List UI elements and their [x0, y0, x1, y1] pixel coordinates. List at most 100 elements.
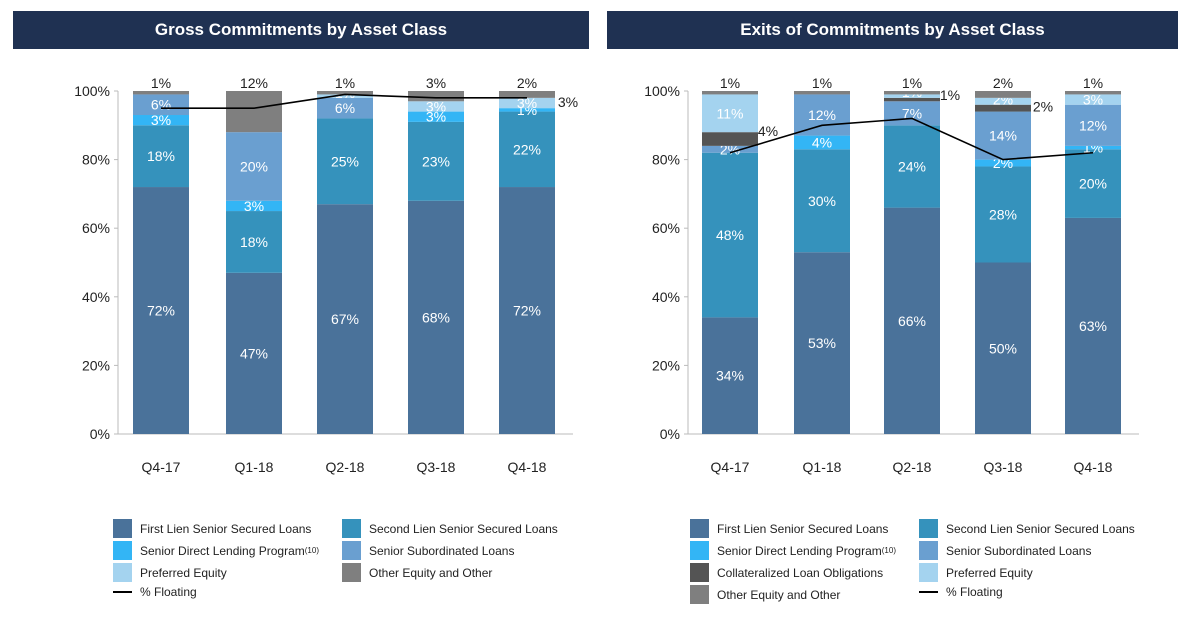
bar-segment	[702, 132, 758, 146]
legend-label: Senior Subordinated Loans	[369, 543, 515, 558]
data-label: 6%	[335, 100, 355, 116]
legend-label: Preferred Equity	[140, 565, 227, 580]
data-label: 3%	[1083, 92, 1103, 108]
bar-segment	[408, 121, 464, 201]
bar-segment	[499, 187, 555, 434]
floating-line	[161, 93, 527, 109]
legend-swatch	[113, 563, 132, 582]
bar-segment	[226, 211, 282, 273]
legend-item: % Floating	[113, 585, 197, 599]
y-tick-label: 0%	[660, 426, 680, 442]
legend-swatch	[342, 541, 361, 560]
legend-label: Other Equity and Other	[717, 587, 841, 602]
y-tick-label: 40%	[652, 289, 680, 305]
legend-swatch	[342, 519, 361, 538]
legend-label: First Lien Senior Secured Loans	[140, 521, 312, 536]
legend-swatch	[113, 519, 132, 538]
legend-item: Second Lien Senior Secured Loans	[342, 519, 558, 538]
bar-segment	[133, 125, 189, 188]
data-label: 50%	[989, 340, 1017, 356]
data-label: 12%	[240, 75, 268, 91]
bar-segment	[317, 94, 373, 98]
bar-segment	[702, 94, 758, 133]
bar-segment	[408, 200, 464, 434]
legend-label: % Floating	[946, 585, 1003, 599]
legend-label: Senior Direct Lending Program	[140, 543, 305, 558]
bar-segment	[226, 91, 282, 133]
bar-segment	[1065, 104, 1121, 146]
data-label: 66%	[898, 313, 926, 329]
legend-item: Preferred Equity	[113, 563, 227, 582]
bar-segment	[975, 97, 1031, 105]
legend-swatch	[919, 563, 938, 582]
data-label: 4%	[758, 123, 778, 139]
bar-segment	[1065, 94, 1121, 105]
legend-label: Second Lien Senior Secured Loans	[946, 521, 1135, 536]
bar-segment	[408, 101, 464, 112]
legend-item: First Lien Senior Secured Loans	[690, 519, 888, 538]
bar-segment	[317, 204, 373, 434]
legend-swatch	[690, 519, 709, 538]
legend-label: Second Lien Senior Secured Loans	[369, 521, 558, 536]
data-label: 67%	[331, 311, 359, 327]
legend-swatch	[342, 563, 361, 582]
bar-segment	[408, 111, 464, 122]
bar-segment	[884, 91, 940, 95]
data-label: 3%	[151, 112, 171, 128]
bar-segment	[408, 91, 464, 102]
legend-label: Other Equity and Other	[369, 565, 493, 580]
x-tick-label: Q2-18	[326, 459, 365, 475]
bar-segment	[794, 135, 850, 150]
data-label: 48%	[716, 227, 744, 243]
chart-title: Gross Commitments by Asset Class	[13, 11, 589, 49]
bar-segment	[884, 207, 940, 434]
data-label: 1%	[151, 75, 171, 91]
data-label: 25%	[331, 153, 359, 169]
data-label: 4%	[812, 134, 832, 150]
bar-segment	[317, 118, 373, 205]
legend-label: Collateralized Loan Obligations	[717, 565, 884, 580]
legend-swatch	[919, 519, 938, 538]
x-tick-label: Q4-18	[508, 459, 547, 475]
x-tick-label: Q4-17	[142, 459, 181, 475]
data-label: 7%	[902, 105, 922, 121]
y-tick-label: 20%	[652, 357, 680, 373]
legend-label: Preferred Equity	[946, 565, 1033, 580]
data-label: 3%	[426, 75, 446, 91]
data-label: 63%	[1079, 318, 1107, 334]
bar-segment	[702, 145, 758, 153]
legend-item: Senior Direct Lending Program (10)	[113, 541, 319, 560]
data-label: 28%	[989, 206, 1017, 222]
data-label: 1%	[335, 75, 355, 91]
data-label: 24%	[898, 158, 926, 174]
gross-commitments-panel: Gross Commitments by Asset Class 0% 20% 40…	[13, 11, 589, 599]
data-label: 18%	[240, 234, 268, 250]
bar-segment	[1065, 149, 1121, 218]
y-tick-label: 20%	[82, 357, 110, 373]
x-tick-label: Q3-18	[984, 459, 1023, 475]
legend-item: Senior Direct Lending Program (10)	[690, 541, 896, 560]
legend-item: Senior Subordinated Loans	[919, 541, 1091, 560]
data-label: 2%	[993, 75, 1013, 91]
legend-swatch	[690, 563, 709, 582]
legend-swatch	[690, 541, 709, 560]
bar-segment	[1065, 217, 1121, 434]
data-label: 47%	[240, 345, 268, 361]
bar-segment	[226, 132, 282, 201]
bar-segment	[133, 187, 189, 434]
y-tick-label: 60%	[652, 220, 680, 236]
bar-segment	[702, 152, 758, 318]
y-tick-label: 40%	[82, 289, 110, 305]
data-label: 3%	[426, 109, 446, 125]
bar-segment	[317, 97, 373, 119]
x-tick-label: Q1-18	[235, 459, 274, 475]
bar-segment	[975, 104, 1031, 112]
y-tick-label: 100%	[74, 83, 110, 99]
bar-segment	[884, 101, 940, 126]
bar-segment	[226, 200, 282, 212]
data-label: 1%	[902, 75, 922, 91]
legend-label: % Floating	[140, 585, 197, 599]
data-label: 3%	[426, 98, 446, 114]
data-label: 20%	[1079, 176, 1107, 192]
bar-segment	[794, 94, 850, 136]
